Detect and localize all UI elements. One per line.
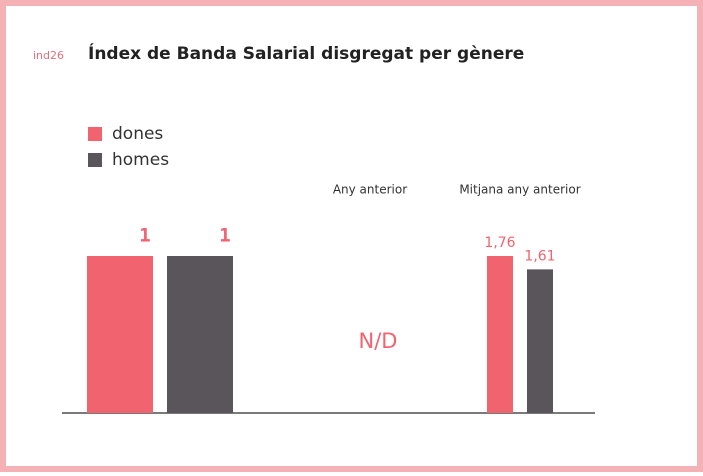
value-label: 1,61: [524, 248, 555, 264]
legend-swatch: [88, 153, 102, 167]
value-label: 1,76: [484, 235, 515, 251]
legend-swatch: [88, 127, 102, 141]
bar: [487, 256, 513, 413]
value-label: 1: [219, 225, 230, 247]
annotation: N/D: [359, 329, 398, 353]
bar: [167, 256, 233, 413]
indicator-code: ind26: [33, 49, 64, 62]
bar: [527, 269, 553, 413]
value-label: 1: [139, 225, 150, 247]
chart-title: Índex de Banda Salarial disgregat per gè…: [88, 42, 524, 64]
legend-label: dones: [112, 124, 163, 144]
legend-label: homes: [112, 150, 169, 170]
category-label: Any anterior: [333, 183, 407, 197]
bar: [87, 256, 153, 413]
category-label: Mitjana any anterior: [459, 183, 580, 197]
